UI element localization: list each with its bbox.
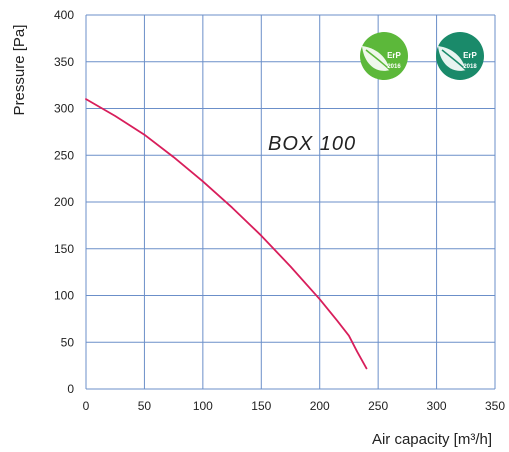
erp-2016-badge-icon: ErP 2016	[360, 32, 408, 80]
x-tick-label: 0	[83, 399, 90, 413]
y-tick-label: 250	[54, 148, 74, 162]
y-tick-label: 400	[54, 8, 74, 22]
y-tick-label: 300	[54, 102, 74, 116]
x-axis-title: Air capacity [m³/h]	[372, 431, 492, 448]
model-label: BOX 100	[268, 133, 356, 155]
x-tick-label: 200	[310, 399, 330, 413]
x-tick-label: 250	[368, 399, 388, 413]
y-tick-label: 50	[61, 335, 75, 349]
y-tick-label: 350	[54, 55, 74, 69]
x-tick-label: 350	[485, 399, 505, 413]
y-tick-label: 100	[54, 289, 74, 303]
x-tick-label: 50	[138, 399, 152, 413]
series-layer	[85, 98, 368, 370]
y-axis-title: Pressure [Pa]	[11, 25, 28, 116]
erp-2018-badge-year: 2018	[463, 64, 477, 70]
erp-2016-badge-label: ErP	[387, 51, 401, 60]
x-tick-labels: 0 50 100 150 200 250 300 350	[83, 399, 506, 413]
series-line-box-100	[85, 98, 368, 370]
x-tick-label: 150	[251, 399, 271, 413]
x-tick-label: 100	[193, 399, 213, 413]
x-tick-label: 300	[427, 399, 447, 413]
erp-2016-badge-year: 2016	[387, 64, 401, 70]
y-tick-labels: 0 50 100 150 200 250 300 350 400	[54, 8, 74, 396]
erp-2018-badge-icon: ErP 2018	[436, 32, 484, 80]
grid	[85, 14, 496, 390]
y-tick-label: 200	[54, 195, 74, 209]
y-tick-label: 0	[67, 382, 74, 396]
y-tick-label: 150	[54, 242, 74, 256]
erp-2018-badge-label: ErP	[463, 51, 477, 60]
